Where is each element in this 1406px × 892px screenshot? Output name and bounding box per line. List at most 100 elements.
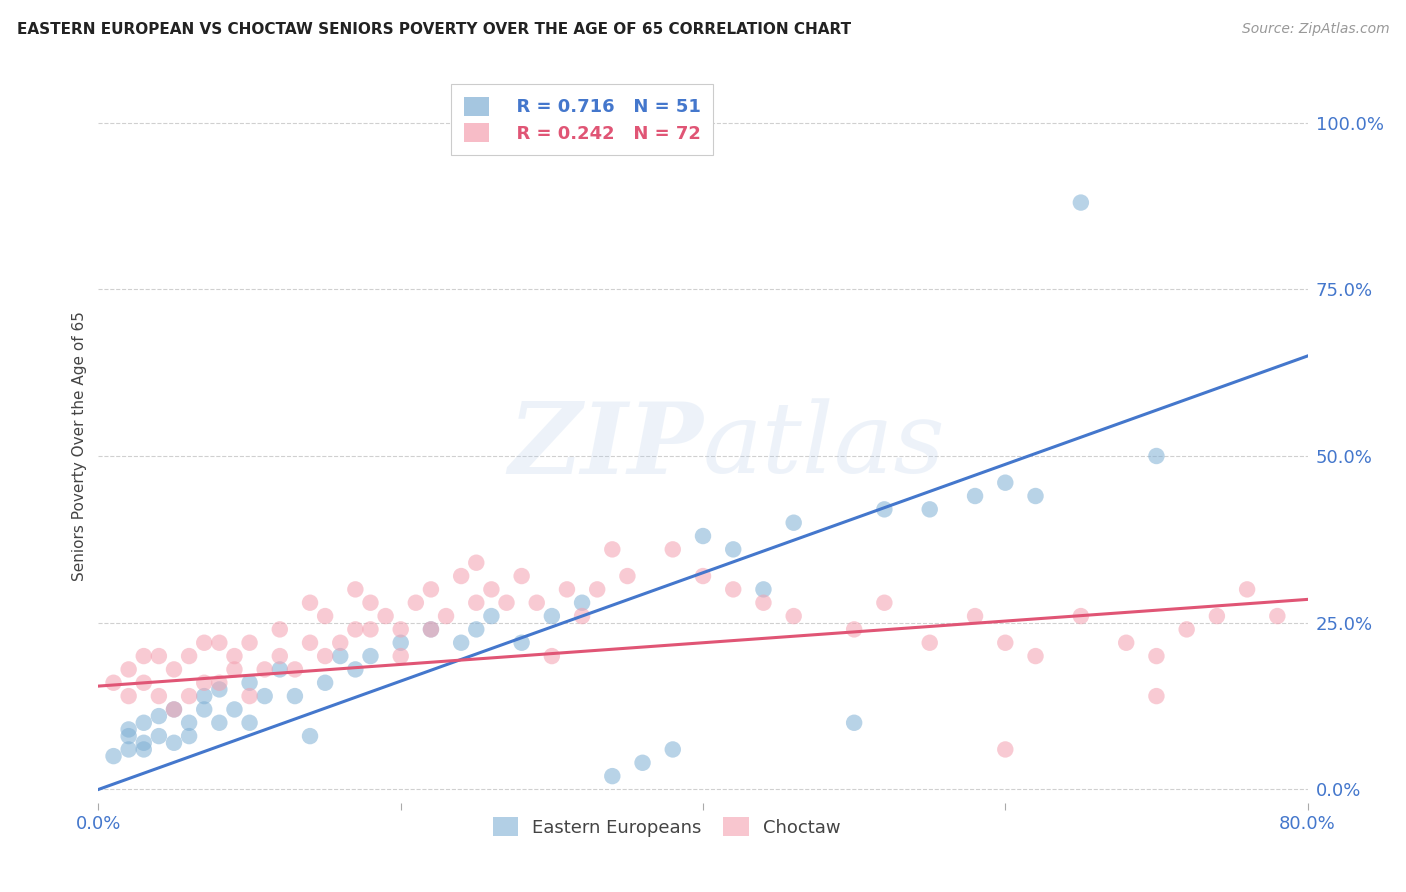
Point: [844, 715, 866, 730]
Point: [616, 569, 638, 583]
Point: [253, 662, 276, 676]
Point: [631, 756, 654, 770]
Point: [1267, 609, 1289, 624]
Point: [163, 662, 186, 676]
Point: [873, 596, 896, 610]
Point: [208, 715, 231, 730]
Point: [239, 715, 262, 730]
Point: [360, 649, 382, 664]
Point: [179, 689, 201, 703]
Point: [329, 636, 352, 650]
Point: [118, 742, 141, 756]
Point: [450, 636, 472, 650]
Point: [450, 569, 472, 583]
Point: [208, 682, 231, 697]
Point: [314, 649, 336, 664]
Point: [844, 623, 866, 637]
Point: [148, 649, 170, 664]
Point: [389, 636, 412, 650]
Point: [526, 596, 548, 610]
Point: [269, 623, 291, 637]
Point: [314, 609, 336, 624]
Point: [224, 649, 246, 664]
Point: [118, 729, 141, 743]
Point: [723, 582, 745, 597]
Point: [224, 662, 246, 676]
Point: [481, 582, 503, 597]
Point: [239, 636, 262, 650]
Point: [284, 662, 307, 676]
Point: [405, 596, 427, 610]
Point: [723, 542, 745, 557]
Point: [495, 596, 517, 610]
Point: [540, 609, 562, 624]
Point: [465, 556, 488, 570]
Point: [193, 702, 215, 716]
Point: [208, 636, 231, 650]
Text: atlas: atlas: [703, 399, 946, 493]
Point: [1115, 636, 1137, 650]
Point: [434, 609, 457, 624]
Point: [1144, 449, 1167, 463]
Point: [783, 516, 806, 530]
Point: [420, 623, 443, 637]
Point: [1070, 609, 1092, 624]
Point: [132, 675, 155, 690]
Point: [269, 649, 291, 664]
Point: [1024, 649, 1046, 664]
Point: [148, 709, 170, 723]
Point: [360, 623, 382, 637]
Point: [661, 542, 683, 557]
Point: [148, 689, 170, 703]
Point: [420, 623, 443, 637]
Point: [994, 636, 1017, 650]
Point: [1070, 195, 1092, 210]
Point: [389, 649, 412, 664]
Point: [103, 749, 125, 764]
Point: [1144, 689, 1167, 703]
Point: [239, 675, 262, 690]
Point: [193, 689, 215, 703]
Point: [329, 649, 352, 664]
Point: [965, 489, 987, 503]
Point: [193, 675, 215, 690]
Point: [374, 609, 396, 624]
Point: [299, 729, 322, 743]
Point: [420, 582, 443, 597]
Point: [602, 542, 624, 557]
Point: [344, 662, 367, 676]
Point: [994, 742, 1017, 756]
Point: [118, 689, 141, 703]
Point: [661, 742, 683, 756]
Point: [555, 582, 578, 597]
Point: [239, 689, 262, 703]
Point: [179, 715, 201, 730]
Point: [692, 569, 714, 583]
Point: [918, 502, 941, 516]
Point: [193, 636, 215, 650]
Point: [1024, 489, 1046, 503]
Point: [481, 609, 503, 624]
Point: [571, 596, 593, 610]
Point: [163, 702, 186, 716]
Point: [586, 582, 609, 597]
Text: ZIP: ZIP: [508, 398, 703, 494]
Point: [118, 662, 141, 676]
Point: [602, 769, 624, 783]
Point: [103, 675, 125, 690]
Point: [118, 723, 141, 737]
Point: [994, 475, 1017, 490]
Point: [224, 702, 246, 716]
Point: [132, 736, 155, 750]
Point: [510, 569, 533, 583]
Point: [269, 662, 291, 676]
Point: [344, 623, 367, 637]
Point: [132, 742, 155, 756]
Point: [465, 623, 488, 637]
Point: [344, 582, 367, 597]
Point: [148, 729, 170, 743]
Point: [510, 636, 533, 650]
Point: [465, 596, 488, 610]
Point: [752, 582, 775, 597]
Point: [873, 502, 896, 516]
